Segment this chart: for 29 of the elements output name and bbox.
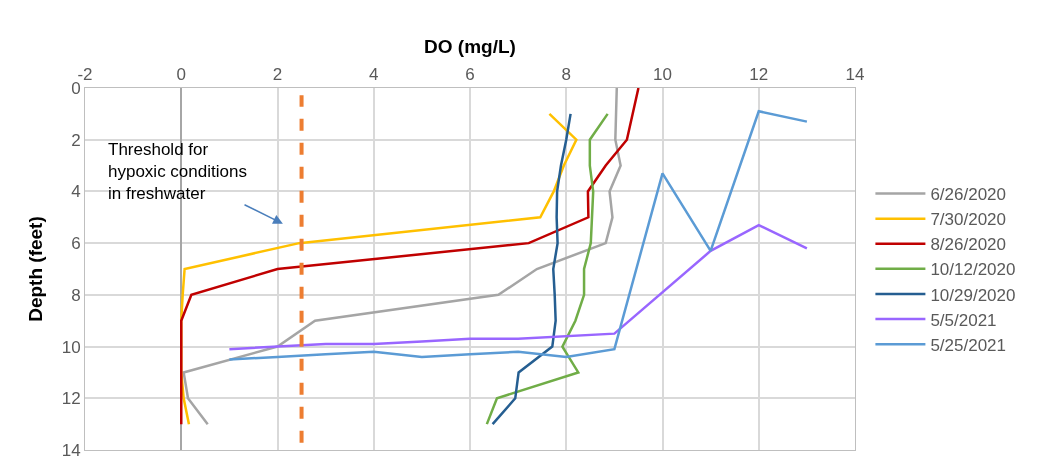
legend-label: 10/12/2020 [930, 260, 1016, 280]
y-tick-label: 0 [71, 78, 81, 98]
x-tick-label: 2 [272, 65, 283, 85]
legend-label: 10/29/2020 [930, 285, 1016, 305]
legend-label: 5/25/2021 [930, 335, 1007, 355]
x-axis-title: DO (mg/L) [424, 36, 516, 58]
x-tick-label: 6 [465, 65, 475, 85]
legend-label: 6/26/2020 [930, 185, 1007, 205]
line-series [485, 112, 609, 426]
x-tick-label: 8 [561, 65, 571, 85]
x-tick-label: 10 [653, 65, 672, 85]
y-tick-label: 10 [61, 337, 81, 357]
y-tick-label: 2 [71, 130, 81, 150]
x-tick-label: 4 [369, 65, 379, 85]
legend-label: 8/26/2020 [930, 235, 1007, 255]
y-axis-title: Depth (feet) [24, 216, 46, 322]
y-tick-label: 8 [71, 285, 81, 305]
x-tick-label: 12 [749, 65, 769, 85]
line-series [491, 112, 572, 426]
line-series [228, 223, 809, 351]
y-tick-label: 6 [71, 234, 81, 254]
y-tick-label: 14 [61, 440, 81, 460]
x-tick-label: 0 [176, 65, 186, 85]
legend-label: 7/30/2020 [930, 210, 1007, 230]
legend-label: 5/5/2021 [930, 310, 997, 330]
y-tick-label: 12 [61, 389, 81, 409]
y-tick-label: 4 [71, 182, 81, 202]
x-tick-label: 14 [845, 65, 865, 85]
annotation: Threshold for hypoxic conditions in freshwater [108, 140, 247, 204]
